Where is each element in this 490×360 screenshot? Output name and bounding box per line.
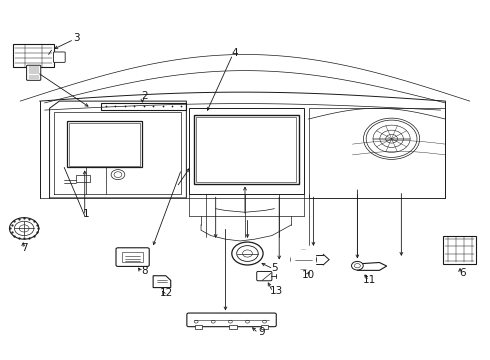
- Bar: [195, 325, 202, 329]
- Circle shape: [211, 320, 215, 323]
- Text: 13: 13: [270, 286, 283, 296]
- Circle shape: [237, 246, 258, 261]
- Circle shape: [232, 242, 263, 265]
- Bar: [229, 325, 237, 329]
- Bar: [76, 175, 90, 182]
- Circle shape: [373, 125, 410, 152]
- Bar: [194, 116, 299, 184]
- FancyBboxPatch shape: [26, 65, 41, 80]
- Polygon shape: [153, 276, 171, 288]
- Circle shape: [14, 221, 34, 235]
- Text: 7: 7: [21, 243, 27, 253]
- Bar: [443, 235, 476, 264]
- Text: 5: 5: [271, 263, 278, 273]
- Circle shape: [114, 172, 122, 177]
- Circle shape: [354, 264, 360, 268]
- FancyBboxPatch shape: [53, 52, 65, 62]
- Circle shape: [245, 320, 249, 323]
- Bar: [13, 44, 54, 67]
- Circle shape: [243, 250, 252, 257]
- Bar: [69, 123, 140, 166]
- Circle shape: [295, 253, 312, 266]
- Text: 9: 9: [259, 327, 266, 337]
- Bar: [291, 250, 317, 269]
- Bar: [67, 121, 143, 167]
- Circle shape: [291, 250, 317, 269]
- Text: 3: 3: [73, 33, 80, 43]
- Circle shape: [351, 261, 363, 270]
- Circle shape: [380, 130, 403, 147]
- FancyBboxPatch shape: [257, 271, 272, 281]
- Circle shape: [386, 134, 397, 143]
- FancyBboxPatch shape: [187, 313, 276, 327]
- Bar: [196, 117, 296, 182]
- Bar: [101, 103, 186, 110]
- FancyBboxPatch shape: [116, 248, 149, 266]
- Text: 11: 11: [363, 275, 376, 285]
- Circle shape: [111, 170, 125, 180]
- Text: 6: 6: [459, 268, 466, 278]
- Text: 12: 12: [160, 288, 173, 298]
- Text: 2: 2: [142, 91, 148, 101]
- Circle shape: [194, 320, 198, 323]
- Circle shape: [263, 320, 267, 323]
- Polygon shape: [357, 261, 387, 270]
- Text: 10: 10: [302, 270, 315, 280]
- Bar: [122, 252, 144, 262]
- Circle shape: [228, 320, 232, 323]
- Text: 8: 8: [142, 266, 148, 276]
- Text: 4: 4: [232, 48, 239, 58]
- Circle shape: [366, 120, 417, 157]
- Bar: [261, 325, 269, 329]
- Circle shape: [19, 225, 29, 232]
- Circle shape: [9, 218, 39, 239]
- Text: 1: 1: [83, 209, 90, 219]
- Bar: [189, 108, 304, 194]
